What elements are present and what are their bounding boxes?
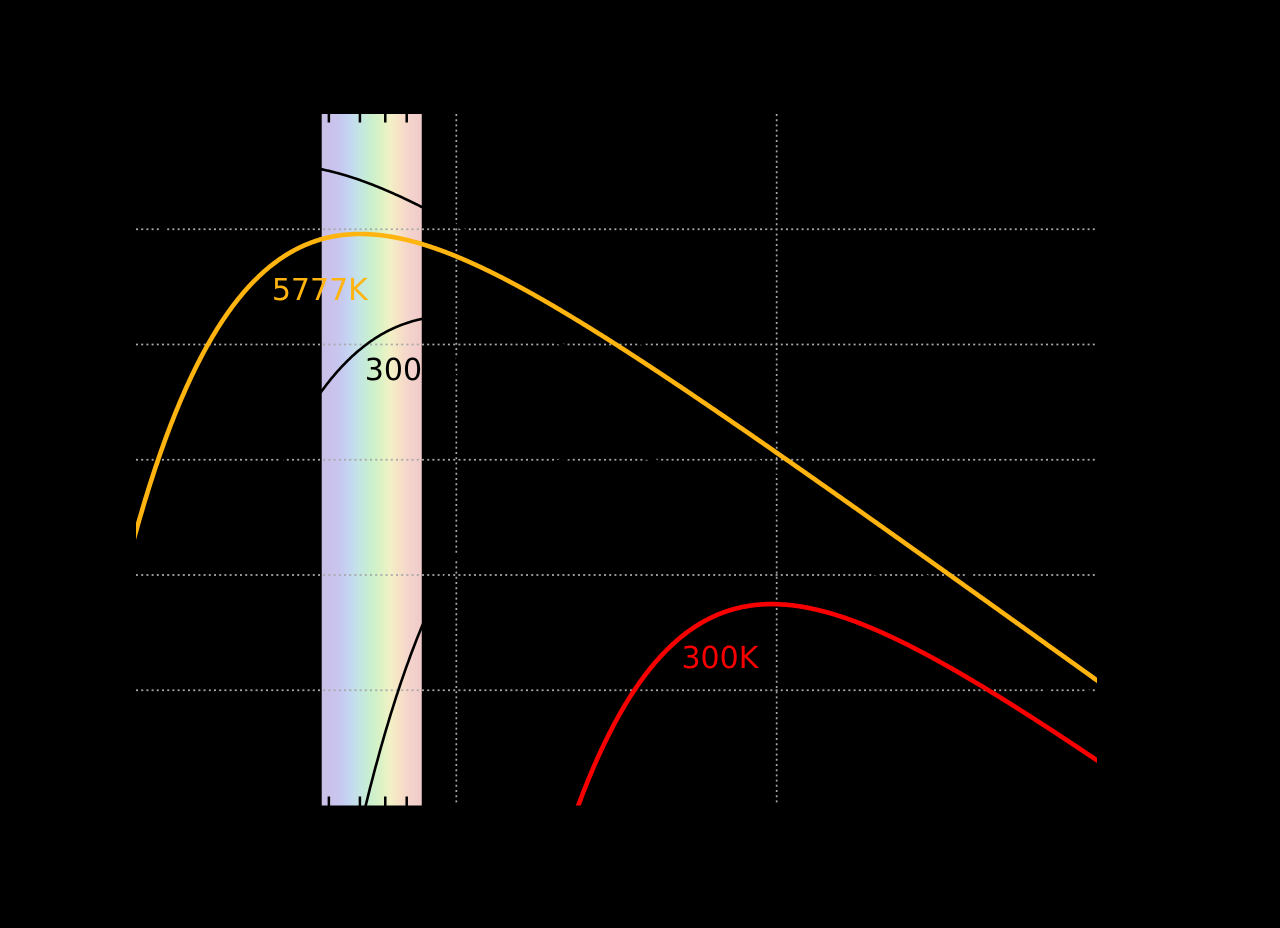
curve-10000K	[136, 164, 1097, 669]
curve-300K	[575, 601, 1097, 806]
label-300K: 300K	[681, 641, 759, 676]
gridlines	[136, 114, 1097, 806]
curve-3000K	[181, 314, 1097, 806]
curves	[136, 164, 1097, 806]
label-5777K: 5777K	[272, 273, 369, 308]
label-3000K: 3000K	[365, 353, 462, 388]
band-wavelength-ticks	[327, 114, 408, 806]
curve-5777K	[136, 231, 1097, 684]
curve-1000K	[364, 452, 1097, 806]
